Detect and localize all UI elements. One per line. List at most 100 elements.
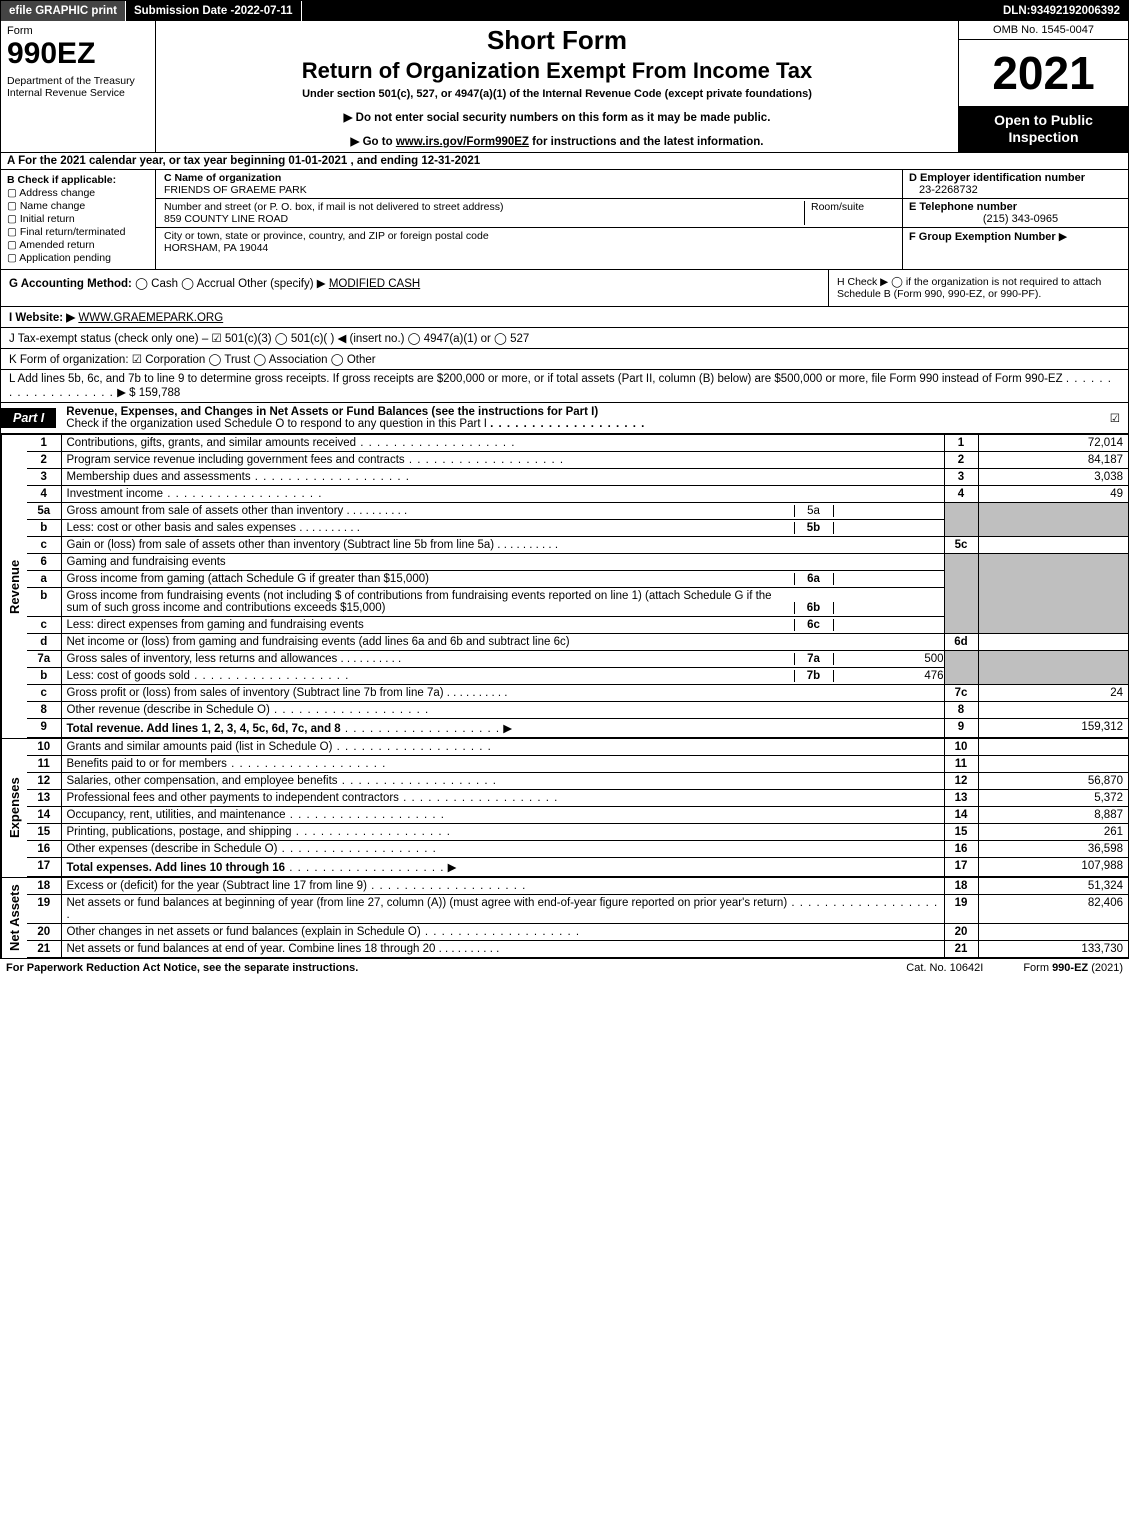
line-21-amt: 133,730 [978,941,1128,958]
col-c-name-address: C Name of organization FRIENDS OF GRAEME… [156,170,903,269]
line-2-desc: Program service revenue including govern… [67,454,405,466]
line-1: 1Contributions, gifts, grants, and simil… [27,435,1128,452]
d-ein: D Employer identification number 23-2268… [903,170,1128,199]
chk-application-pending[interactable]: Application pending [7,252,149,264]
line-17-amt: 107,988 [978,858,1128,877]
revenue-sidebar: Revenue [1,434,27,738]
goto-suffix: for instructions and the latest informat… [532,136,763,148]
line-21: 21Net assets or fund balances at end of … [27,941,1128,958]
line-5c-desc: Gain or (loss) from sale of assets other… [67,539,495,551]
line-6d-desc: Net income or (loss) from gaming and fun… [67,636,570,648]
line-6d: dNet income or (loss) from gaming and fu… [27,634,1128,651]
line-7b-subval: 476 [834,670,944,682]
net-assets-section: Net Assets 18Excess or (deficit) for the… [1,877,1128,958]
f-label: F Group Exemption Number [909,231,1056,243]
line-1-amt: 72,014 [978,435,1128,452]
short-form-title: Short Form [164,25,950,56]
line-8: 8Other revenue (describe in Schedule O)8 [27,702,1128,719]
line-19-amt: 82,406 [978,895,1128,924]
section-bcdef: B Check if applicable: Address change Na… [1,170,1128,270]
chk-address-change[interactable]: Address change [7,187,149,199]
line-10-desc: Grants and similar amounts paid (list in… [67,741,333,753]
part1-checkbox[interactable] [1110,411,1128,425]
l-amount-label: ▶ $ [117,387,135,399]
line-6a-desc: Gross income from gaming (attach Schedul… [67,573,429,585]
part1-title-wrap: Revenue, Expenses, and Changes in Net As… [56,403,1109,433]
line-18-amt: 51,324 [978,878,1128,895]
line-13: 13Professional fees and other payments t… [27,790,1128,807]
c-street-label: Number and street (or P. O. box, if mail… [164,201,503,213]
row-a-tax-year: A For the 2021 calendar year, or tax yea… [1,153,1128,170]
h-schedule-b: H Check ▶ ◯ if the organization is not r… [828,270,1128,306]
line-4-desc: Investment income [67,488,164,500]
line-9-desc: Total revenue. Add lines 1, 2, 3, 4, 5c,… [67,723,341,735]
line-7c: cGross profit or (loss) from sales of in… [27,685,1128,702]
l-amount: 159,788 [139,387,181,399]
line-18: 18Excess or (deficit) for the year (Subt… [27,878,1128,895]
dln-label: DLN: [1003,5,1030,17]
revenue-section: Revenue 1Contributions, gifts, grants, a… [1,434,1128,738]
line-8-desc: Other revenue (describe in Schedule O) [67,704,270,716]
chk-amended-return[interactable]: Amended return [7,239,149,251]
under-section: Under section 501(c), 527, or 4947(a)(1)… [164,88,950,100]
room-suite-label: Room/suite [811,201,864,213]
line-14-desc: Occupancy, rent, utilities, and maintena… [67,809,286,821]
submission-date: Submission Date - 2022-07-11 [126,1,302,21]
row-l-gross-receipts: L Add lines 5b, 6c, and 7b to line 9 to … [1,370,1128,403]
e-telephone: E Telephone number (215) 343-0965 [903,199,1128,228]
line-14: 14Occupancy, rent, utilities, and mainte… [27,807,1128,824]
line-15: 15Printing, publications, postage, and s… [27,824,1128,841]
ssn-warning: ▶ Do not enter social security numbers o… [164,110,950,124]
line-20: 20Other changes in net assets or fund ba… [27,924,1128,941]
i-label: I Website: ▶ [9,312,75,324]
row-i-website: I Website: ▶ WWW.GRAEMEPARK.ORG [1,307,1128,328]
submission-date-label: Submission Date - [134,5,234,17]
omb-number: OMB No. 1545-0047 [959,21,1128,40]
c-city-block: City or town, state or province, country… [156,228,902,256]
line-21-desc: Net assets or fund balances at end of ye… [67,943,436,955]
form-word: Form [7,25,149,37]
line-16-desc: Other expenses (describe in Schedule O) [67,843,278,855]
l-text: L Add lines 5b, 6c, and 7b to line 9 to … [9,373,1063,385]
e-label: E Telephone number [909,201,1017,213]
line-12: 12Salaries, other compensation, and empl… [27,773,1128,790]
c-name-label: C Name of organization [164,172,281,184]
line-12-amt: 56,870 [978,773,1128,790]
org-name: FRIENDS OF GRAEME PARK [164,184,307,196]
c-city-label: City or town, state or province, country… [164,230,489,242]
page-footer: For Paperwork Reduction Act Notice, see … [0,959,1129,977]
chk-initial-return[interactable]: Initial return [7,213,149,225]
line-9: 9Total revenue. Add lines 1, 2, 3, 4, 5c… [27,719,1128,738]
b-label: B Check if applicable: [7,174,149,186]
line-16: 16Other expenses (describe in Schedule O… [27,841,1128,858]
line-7a-desc: Gross sales of inventory, less returns a… [67,653,338,665]
g-options: ◯ Cash ◯ Accrual Other (specify) ▶ [135,278,326,290]
g-value: MODIFIED CASH [329,278,420,290]
efile-tag: efile GRAPHIC print [1,1,126,21]
line-4: 4Investment income449 [27,486,1128,503]
website-value: WWW.GRAEMEPARK.ORG [78,312,223,324]
form-990ez: efile GRAPHIC print Submission Date - 20… [0,0,1129,959]
line-15-desc: Printing, publications, postage, and shi… [67,826,292,838]
line-7a: 7aGross sales of inventory, less returns… [27,651,1128,668]
chk-name-change[interactable]: Name change [7,200,149,212]
line-5b-desc: Less: cost or other basis and sales expe… [67,522,297,534]
row-k-form-of-org: K Form of organization: ☑ Corporation ◯ … [1,349,1128,370]
dln: DLN: 93492192006392 [995,1,1128,21]
submission-date-value: 2022-07-11 [234,5,292,17]
line-11-desc: Benefits paid to or for members [67,758,227,770]
line-4-amt: 49 [978,486,1128,503]
line-1-num: 1 [944,435,978,452]
part1-dots [490,418,645,430]
irs-link[interactable]: www.irs.gov/Form990EZ [396,136,529,148]
line-2: 2Program service revenue including gover… [27,452,1128,469]
department: Department of the Treasury Internal Reve… [7,75,149,99]
line-5c: cGain or (loss) from sale of assets othe… [27,537,1128,554]
chk-final-return[interactable]: Final return/terminated [7,226,149,238]
form-header: Form 990EZ Department of the Treasury In… [1,21,1128,153]
c-street-block: Number and street (or P. O. box, if mail… [156,199,902,228]
line-9-amt: 159,312 [978,719,1128,738]
line-13-desc: Professional fees and other payments to … [67,792,399,804]
dln-value: 93492192006392 [1030,5,1120,17]
part1-header: Part I Revenue, Expenses, and Changes in… [1,403,1128,434]
